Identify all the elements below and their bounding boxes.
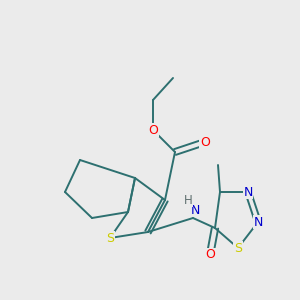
Text: O: O bbox=[148, 124, 158, 136]
Text: S: S bbox=[106, 232, 114, 244]
Text: O: O bbox=[200, 136, 210, 148]
Text: N: N bbox=[243, 185, 253, 199]
Text: H: H bbox=[184, 194, 192, 206]
Text: N: N bbox=[253, 215, 263, 229]
Text: S: S bbox=[234, 242, 242, 254]
Text: N: N bbox=[190, 203, 200, 217]
Text: O: O bbox=[205, 248, 215, 262]
